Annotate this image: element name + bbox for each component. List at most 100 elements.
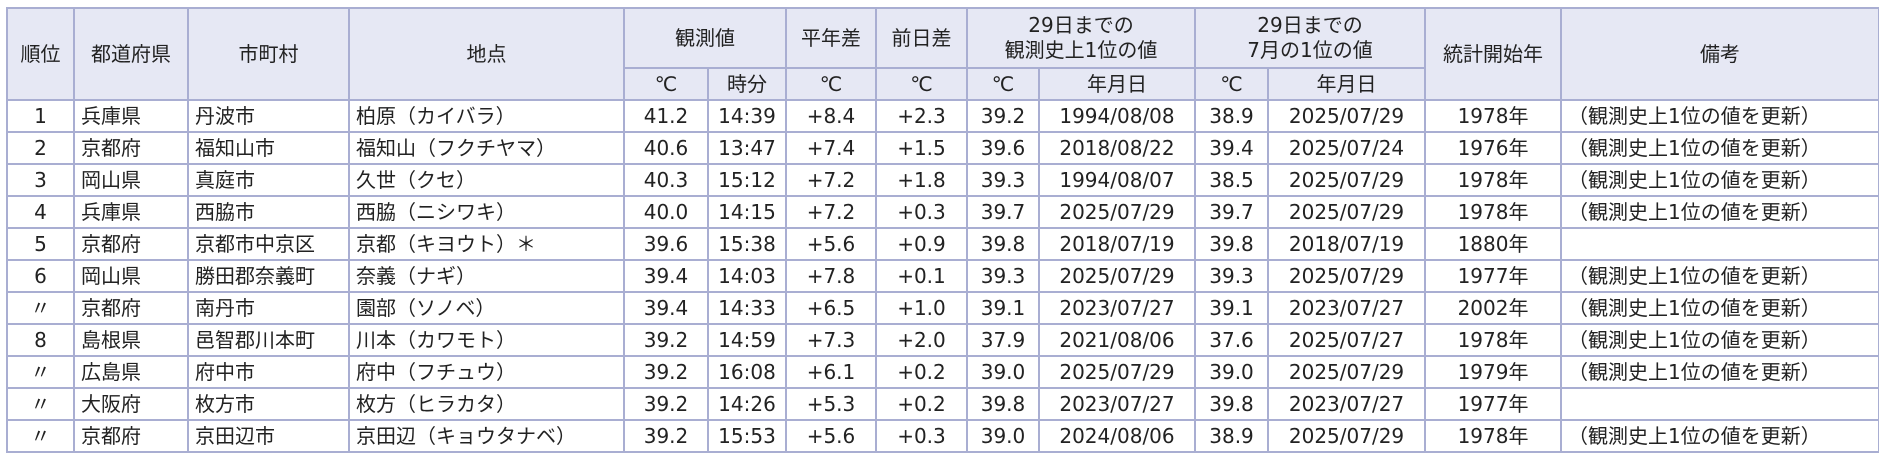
table-cell: 39.2 (623, 387, 709, 421)
table-cell: 4 (6, 195, 75, 229)
table-cell: 京都（キヨウト）＊ (348, 227, 625, 261)
table-cell: +8.4 (785, 99, 877, 133)
table-cell: 兵庫県 (73, 195, 189, 229)
table-cell: 14:15 (707, 195, 787, 229)
table-cell: 1880年 (1424, 227, 1563, 261)
table-cell: 1978年 (1424, 419, 1563, 453)
table-cell: 〃 (6, 387, 75, 421)
column-header: 29日までの 7月の1位の値 (1194, 7, 1427, 69)
table-cell: 40.6 (623, 131, 709, 165)
table-row: 6 岡山県 勝田郡奈義町 奈義（ナギ） 39.4 14:03 +7.8 +0.1 39.3 202… (6, 259, 1879, 293)
table-cell: +2.3 (875, 99, 968, 133)
table-cell: 41.2 (623, 99, 709, 133)
table-row: 〃京都府 南丹市 園部（ソノベ） 39.4 14:33 +6.5 +1.0 39.1 2023/… (6, 291, 1879, 325)
header-row: 順位 都道府県 市町村 地点 観測値 平年差 前日差 29日までの 観測史上1位の値 29日まで… (6, 7, 1879, 101)
table-cell: 2025/07/29 (1267, 195, 1427, 229)
table-cell: （観測史上1位の値を更新） (1560, 291, 1879, 325)
table-row: 8 島根県 邑智郡川本町 川本（カワモト） 39.2 14:59 +7.3 +2.0 37.9 2… (6, 323, 1879, 357)
table-cell: 邑智郡川本町 (187, 323, 350, 357)
table-cell: 39.7 (966, 195, 1040, 229)
table-cell: 39.7 (1194, 195, 1270, 229)
table-cell: 1977年 (1424, 259, 1563, 293)
table-cell: （観測史上1位の値を更新） (1560, 259, 1879, 293)
table-cell: 枚方市 (187, 387, 350, 421)
table-cell: 39.4 (623, 259, 709, 293)
table-cell: +0.3 (875, 195, 968, 229)
table-cell: 京都府 (73, 227, 189, 261)
column-header: 市町村 (187, 7, 350, 101)
table-cell: 39.3 (966, 163, 1040, 197)
table-cell: 2024/08/06 (1037, 419, 1197, 453)
table-cell: 岡山県 (73, 163, 189, 197)
table-cell: 39.6 (966, 131, 1040, 165)
table-row: 〃広島県 府中市 府中（フチュウ） 39.2 16:08 +6.1 +0.2 39.0 2025… (6, 355, 1879, 389)
table-cell: 39.8 (966, 387, 1040, 421)
table-cell: 15:38 (707, 227, 787, 261)
table-cell: 2018/07/19 (1037, 227, 1197, 261)
table-cell: +0.2 (875, 355, 968, 389)
table-cell: 2025/07/29 (1267, 163, 1427, 197)
table-cell: 39.4 (623, 291, 709, 325)
table-cell: +7.2 (785, 195, 877, 229)
table-cell (1560, 227, 1879, 261)
column-header: 順位 (6, 7, 75, 101)
unit-header: 年月日 (1267, 67, 1427, 101)
table-cell: 1994/08/07 (1037, 163, 1197, 197)
table-cell: 15:12 (707, 163, 787, 197)
column-header: 観測値 (623, 7, 787, 69)
table-cell: 京都府 (73, 419, 189, 453)
table-cell: 2025/07/27 (1267, 323, 1427, 357)
table-row: 3 岡山県 真庭市 久世（クセ） 40.3 15:12 +7.2 +1.8 39.3 1994/0… (6, 163, 1879, 197)
table-row: 5 京都府 京都市中京区 京都（キヨウト）＊ 39.6 15:38 +5.6 +0.9 39.8… (6, 227, 1879, 261)
table-cell: +7.4 (785, 131, 877, 165)
table-cell: 1978年 (1424, 99, 1563, 133)
table-cell: 39.3 (1194, 259, 1270, 293)
table-cell: 南丹市 (187, 291, 350, 325)
table-cell: +7.2 (785, 163, 877, 197)
table-cell: 京都府 (73, 291, 189, 325)
unit-header: ℃ (785, 67, 877, 101)
table-cell: +0.2 (875, 387, 968, 421)
table-cell: 39.0 (1194, 355, 1270, 389)
table-cell: 14:26 (707, 387, 787, 421)
table-cell: +7.3 (785, 323, 877, 357)
table-cell: 2023/07/27 (1267, 387, 1427, 421)
table-cell: （観測史上1位の値を更新） (1560, 195, 1879, 229)
table-cell: 1976年 (1424, 131, 1563, 165)
table-cell: 〃 (6, 419, 75, 453)
table-cell: 大阪府 (73, 387, 189, 421)
table-cell: 39.2 (966, 99, 1040, 133)
table-cell: 柏原（カイバラ） (348, 99, 625, 133)
table-row: 4 兵庫県 西脇市 西脇（ニシワキ） 40.0 14:15 +7.2 +0.3 39.7 2025… (6, 195, 1879, 229)
table-cell: （観測史上1位の値を更新） (1560, 355, 1879, 389)
table-cell: +6.1 (785, 355, 877, 389)
table-row: 2 京都府 福知山市 福知山（フクチヤマ） 40.6 13:47 +7.4 +1.5 39.6 2… (6, 131, 1879, 165)
unit-header: 年月日 (1037, 67, 1197, 101)
table-cell: （観測史上1位の値を更新） (1560, 323, 1879, 357)
table-cell: 3 (6, 163, 75, 197)
table-cell: 枚方（ヒラカタ） (348, 387, 625, 421)
unit-header: ℃ (966, 67, 1040, 101)
table-cell: 島根県 (73, 323, 189, 357)
column-header: 前日差 (875, 7, 968, 69)
table-cell: 府中（フチュウ） (348, 355, 625, 389)
table-cell: 39.6 (623, 227, 709, 261)
table-cell: 2018/07/19 (1267, 227, 1427, 261)
column-header: 29日までの 観測史上1位の値 (965, 7, 1197, 69)
column-header: 備考 (1560, 7, 1879, 101)
table-cell: 39.8 (966, 227, 1040, 261)
table-cell: 39.8 (1194, 387, 1270, 421)
table-cell: 2 (6, 131, 75, 165)
table-cell: 岡山県 (73, 259, 189, 293)
table-cell: 1978年 (1424, 323, 1563, 357)
table-cell: 2025/07/29 (1037, 355, 1197, 389)
table-cell: +5.6 (785, 227, 877, 261)
table-cell: 2023/07/27 (1037, 387, 1197, 421)
table-cell: 兵庫県 (73, 99, 189, 133)
table-cell: 2025/07/24 (1267, 131, 1427, 165)
table-cell: 39.2 (623, 419, 709, 453)
table-cell: 39.0 (966, 419, 1040, 453)
table-cell: 2025/07/29 (1267, 355, 1427, 389)
table-cell: +6.5 (785, 291, 877, 325)
table-cell: 15:53 (707, 419, 787, 453)
